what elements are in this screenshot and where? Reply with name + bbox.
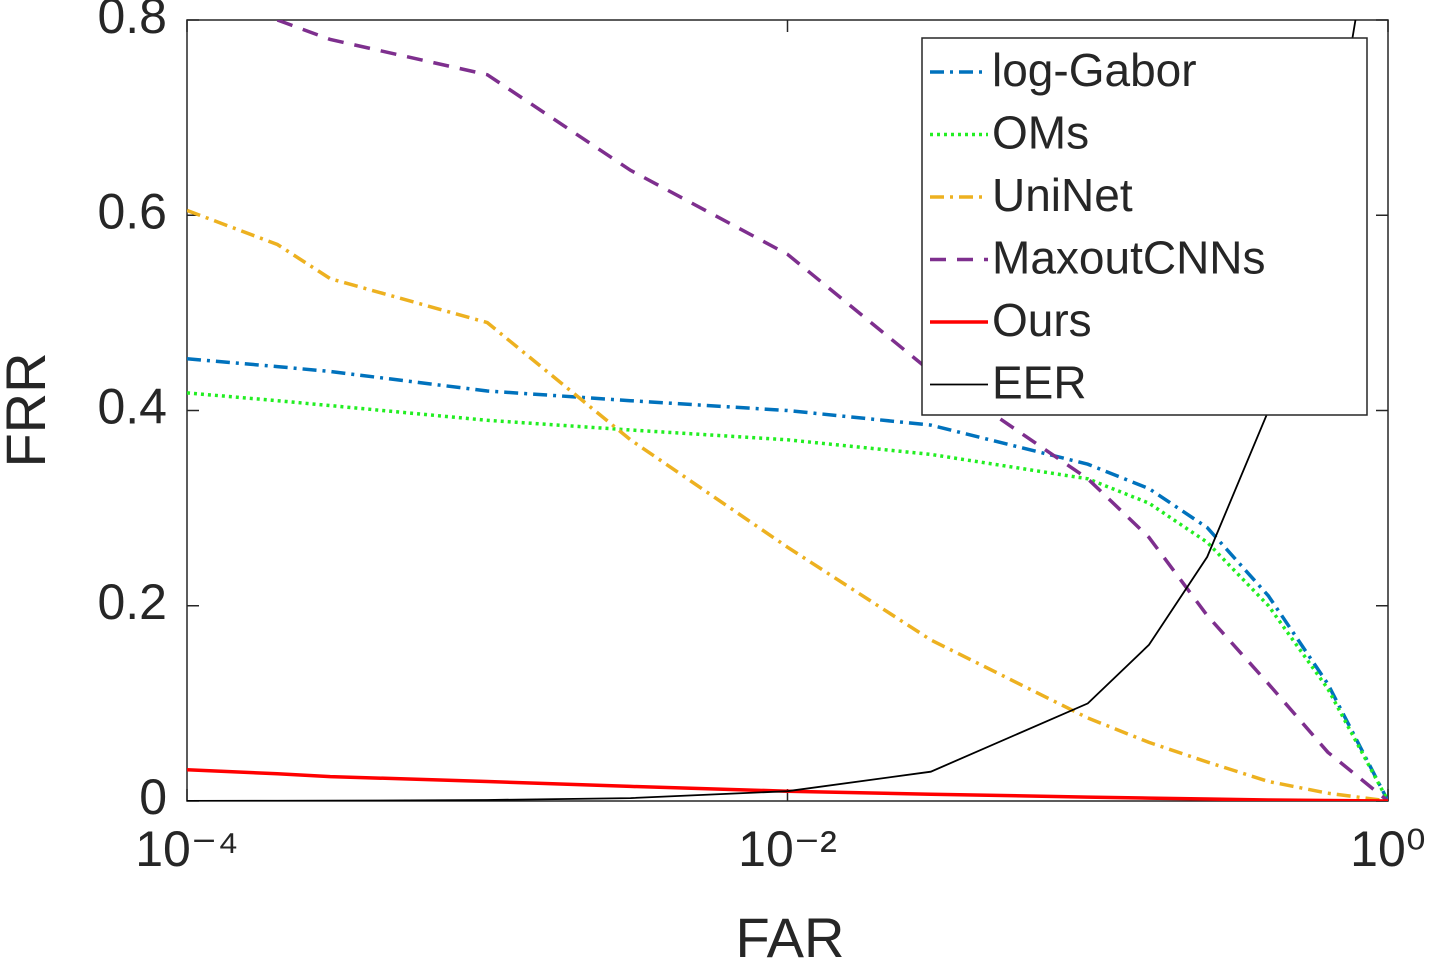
x-axis-label: FAR bbox=[736, 906, 845, 964]
x-tick-label: 10⁰ bbox=[1350, 821, 1426, 877]
series-line bbox=[187, 357, 1388, 801]
x-tick-label: 10⁻² bbox=[738, 821, 837, 877]
legend-label: MaxoutCNNs bbox=[992, 232, 1266, 284]
series-line bbox=[276, 20, 1388, 801]
legend-box bbox=[921, 37, 1368, 416]
y-tick-label: 0.2 bbox=[97, 574, 167, 630]
legend-label: EER bbox=[992, 357, 1087, 409]
legend-label: Ours bbox=[992, 294, 1092, 346]
legend-label: UniNet bbox=[992, 169, 1133, 221]
x-tick-label: 10⁻⁴ bbox=[135, 821, 239, 877]
y-tick-label: 0.8 bbox=[97, 0, 167, 44]
y-tick-label: 0 bbox=[139, 769, 167, 825]
y-axis-label: FRR bbox=[0, 352, 57, 467]
legend-label: log-Gabor bbox=[992, 44, 1197, 96]
y-tick-label: 0.6 bbox=[97, 183, 167, 239]
legend-label: OMs bbox=[992, 107, 1089, 159]
series-line bbox=[187, 391, 1388, 801]
y-tick-label: 0.4 bbox=[97, 379, 167, 435]
series-line bbox=[187, 768, 1388, 801]
